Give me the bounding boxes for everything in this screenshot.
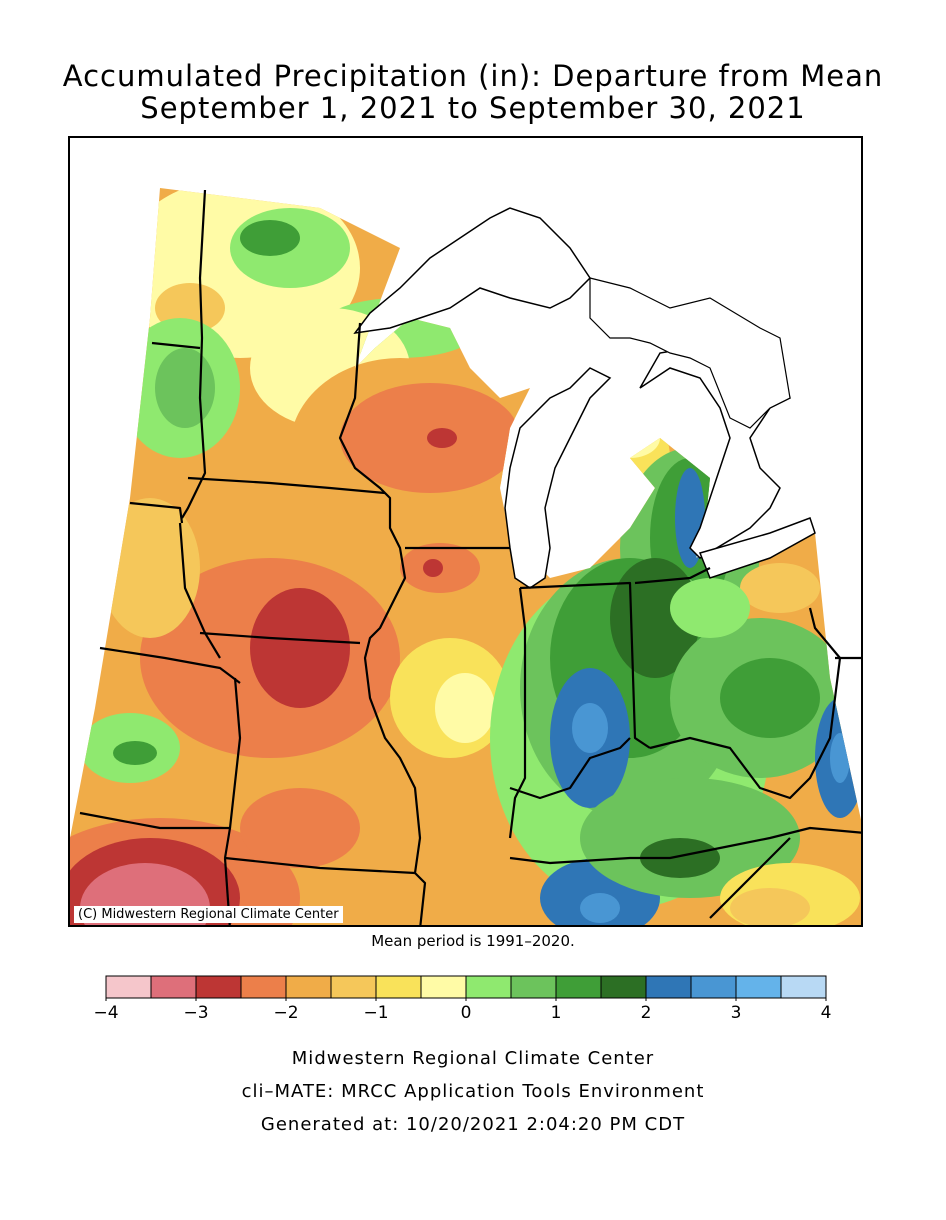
legend-tick-label: −1 [363,1003,389,1023]
footer-app: cli–MATE: MRCC Application Tools Environ… [241,1081,705,1102]
legend-swatch [465,975,512,999]
legend-swatch [285,975,332,999]
legend-tick-label: −2 [273,1003,299,1023]
legend-swatch [420,975,467,999]
mean-period-note: Mean period is 1991–2020. [371,932,575,950]
legend-swatch [510,975,557,999]
legend-tick-label: 4 [820,1003,832,1023]
legend-swatch [105,975,152,999]
map-graphic [70,188,861,925]
precipitation-map [68,136,863,927]
map-title-line1: Accumulated Precipitation (in): Departur… [62,59,884,93]
map-title-line2: September 1, 2021 to September 30, 2021 [140,91,806,125]
legend-swatch [780,975,827,999]
legend-swatch [600,975,647,999]
footer-org: Midwestern Regional Climate Center [291,1048,655,1069]
legend-swatch [645,975,692,999]
legend-tick-label: 3 [730,1003,742,1023]
legend-tick-label: 1 [550,1003,562,1023]
legend-tick-label: 2 [640,1003,652,1023]
legend-tick-label: −3 [183,1003,209,1023]
legend-swatch [150,975,197,999]
legend-tick-label: 0 [460,1003,472,1023]
legend-swatch [690,975,737,999]
legend-swatch [555,975,602,999]
credit-label: (C) Midwestern Regional Climate Center [74,906,343,923]
footer-generated: Generated at: 10/20/2021 2:04:20 PM CDT [260,1114,686,1135]
legend-tick-label: −4 [93,1003,119,1023]
legend-swatch [330,975,377,999]
legend-swatch [240,975,287,999]
legend-swatch [195,975,242,999]
color-legend [105,975,827,1001]
legend-swatch [735,975,782,999]
legend-swatch [375,975,422,999]
